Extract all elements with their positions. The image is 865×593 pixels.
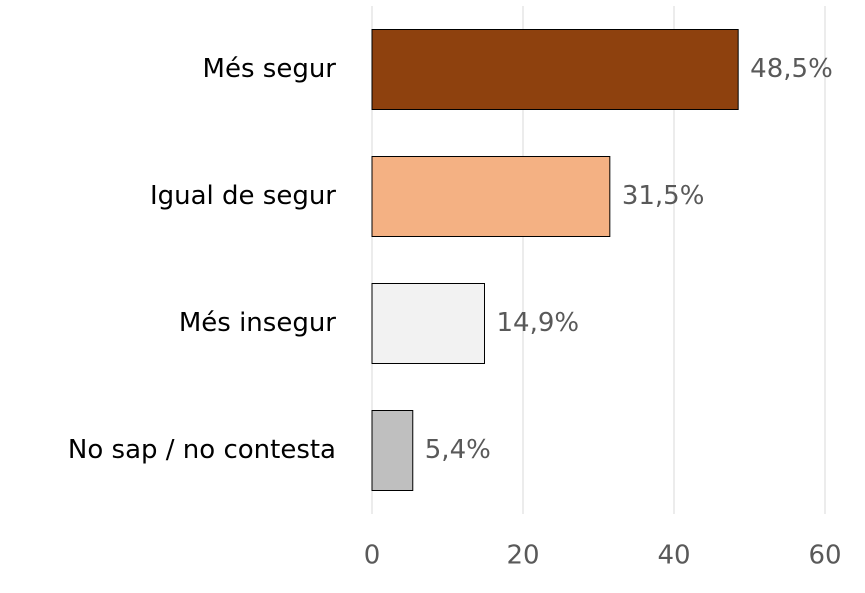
- data-label: 5,4%: [425, 435, 491, 465]
- data-label: 31,5%: [622, 181, 705, 211]
- bar: [371, 29, 739, 110]
- bar: [371, 410, 414, 491]
- bar: [371, 156, 611, 237]
- y-tick-label: Més segur: [203, 54, 337, 84]
- x-tick-label: 20: [506, 541, 539, 571]
- y-tick-label: No sap / no contesta: [68, 435, 336, 465]
- data-label: 14,9%: [496, 308, 579, 338]
- y-tick-label: Igual de segur: [150, 181, 336, 211]
- x-tick-label: 0: [364, 541, 381, 571]
- bar: [371, 283, 485, 364]
- x-tick-label: 60: [808, 541, 841, 571]
- x-tick-label: 40: [657, 541, 690, 571]
- data-label: 48,5%: [750, 54, 833, 84]
- y-tick-label: Més insegur: [179, 308, 336, 338]
